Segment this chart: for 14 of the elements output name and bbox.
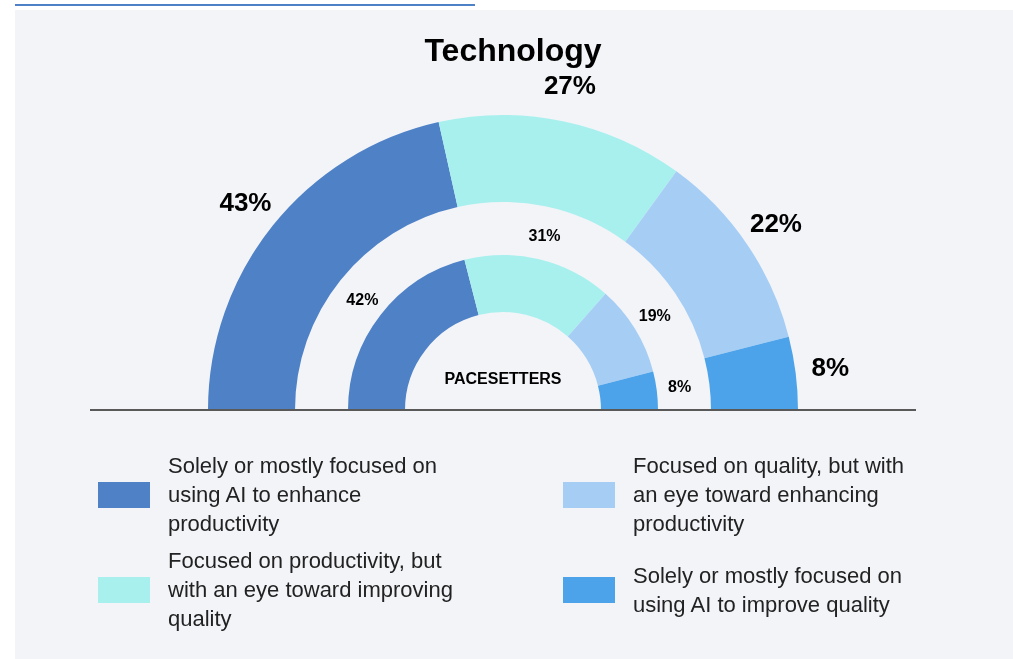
data-label: 22% [749,207,802,238]
data-label: 27% [543,70,596,101]
data-label: 42% [346,291,379,309]
data-label: 43% [219,186,272,217]
data-label: 8% [811,351,850,382]
data-label: 19% [638,307,671,325]
chart-title: Technology [423,32,603,69]
data-label: 31% [528,227,561,245]
legend-label: Solely or mostly focused on using AI to improve quality [633,561,904,619]
legend-label: Solely or mostly focused on using AI to enhance productivity [168,452,439,538]
legend-label: Focused on productivity, but with an eye toward improving quality [168,547,454,633]
legend-label: Focused on quality, but with an eye toward enhancing productivity [633,452,906,538]
data-label: 8% [668,378,692,396]
slice-label: PACESETTERS [444,370,562,388]
